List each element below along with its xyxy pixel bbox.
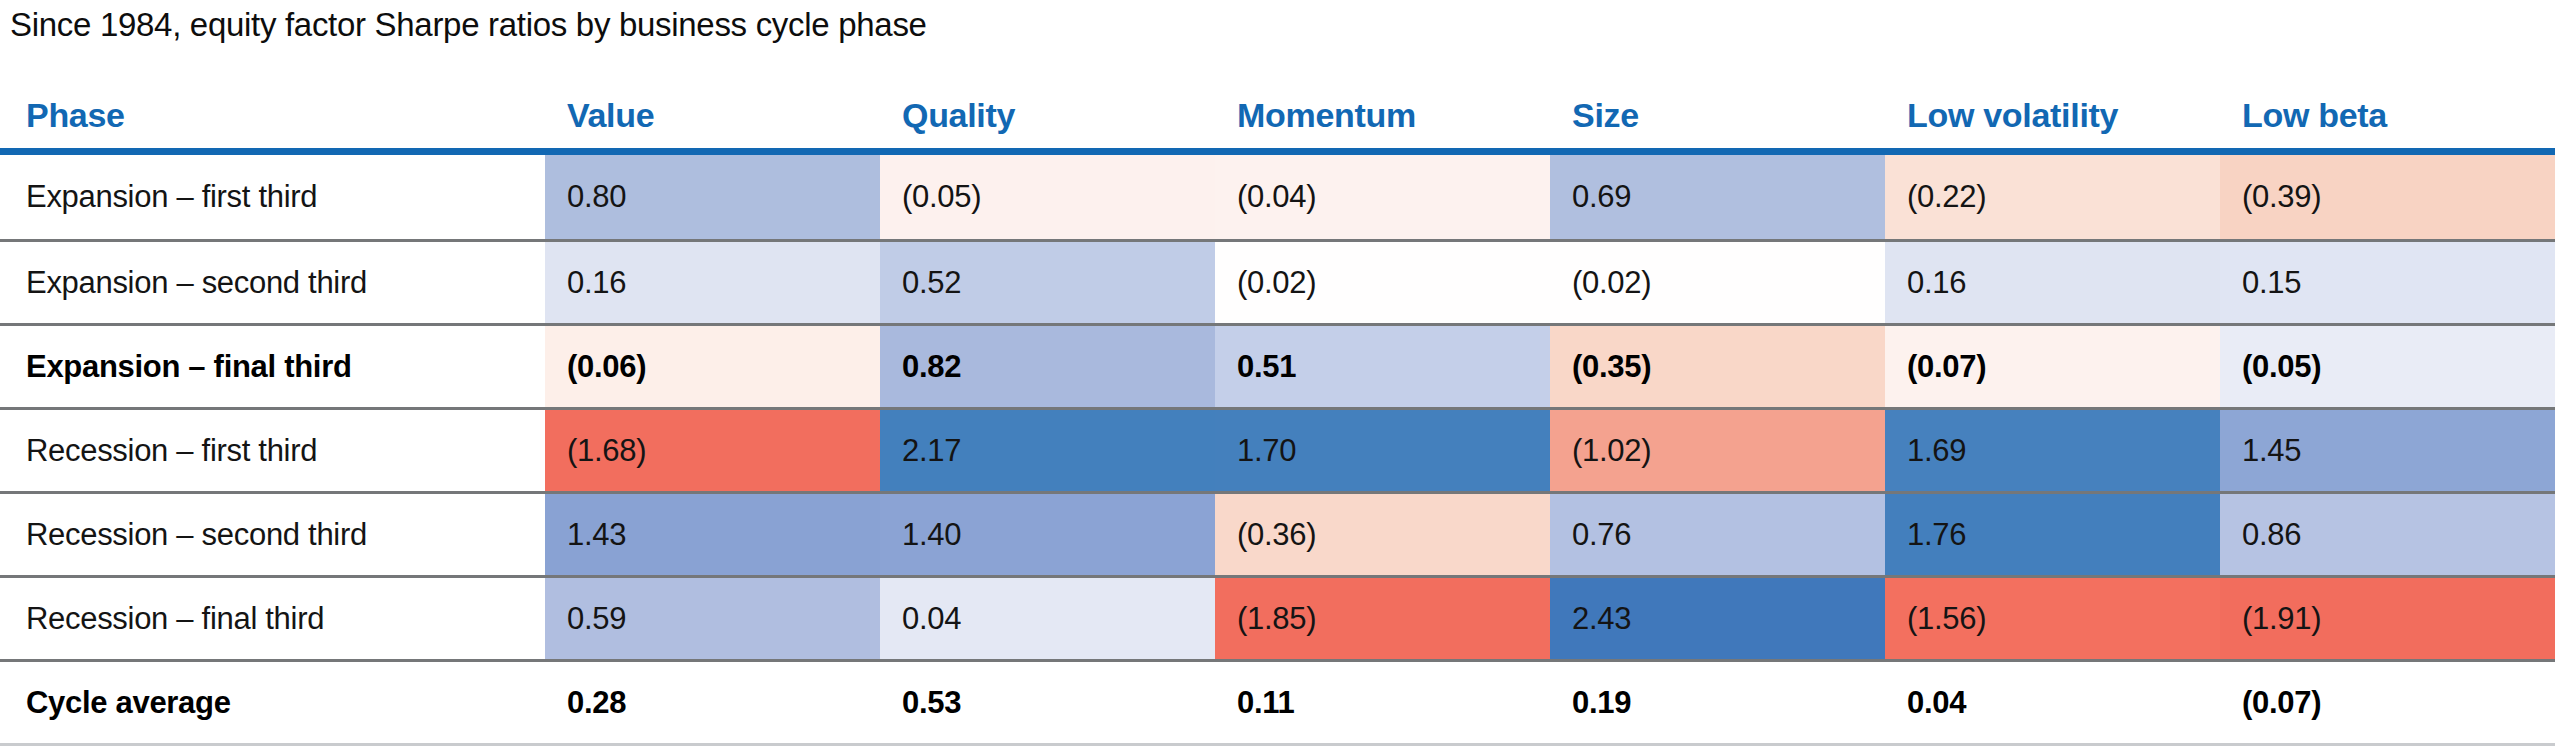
row-label: Cycle average [0, 662, 545, 743]
table-cell: 1.45 [2220, 410, 2555, 491]
column-header-low-beta: Low beta [2220, 51, 2555, 148]
table-cell: (0.22) [1885, 155, 2220, 239]
row-label: Expansion – first third [0, 155, 545, 239]
table-row-expansion-second-third: Expansion – second third 0.16 0.52 (0.02… [0, 239, 2555, 323]
table-header-row: Phase Value Quality Momentum Size Low vo… [0, 51, 2555, 155]
table-cell: 0.69 [1550, 155, 1885, 239]
table-cell: 1.76 [1885, 494, 2220, 575]
table-cell: 0.04 [880, 578, 1215, 659]
table-cell: (1.91) [2220, 578, 2555, 659]
table-cell: (0.07) [2220, 662, 2555, 743]
column-header-phase: Phase [0, 51, 545, 148]
table-row-expansion-final-third: Expansion – final third (0.06) 0.82 0.51… [0, 323, 2555, 407]
table-cell: (1.85) [1215, 578, 1550, 659]
table-cell: 0.28 [545, 662, 880, 743]
row-label: Expansion – final third [0, 326, 545, 407]
table-cell: 1.69 [1885, 410, 2220, 491]
column-header-quality: Quality [880, 51, 1215, 148]
table-cell: (0.36) [1215, 494, 1550, 575]
table-cell: 1.43 [545, 494, 880, 575]
table-cell: 0.16 [1885, 242, 2220, 323]
column-header-size: Size [1550, 51, 1885, 148]
table-cell: 0.86 [2220, 494, 2555, 575]
table-cell: (1.68) [545, 410, 880, 491]
table-cell: (1.56) [1885, 578, 2220, 659]
table-cell: 0.16 [545, 242, 880, 323]
table-cell: 0.15 [2220, 242, 2555, 323]
table-cell: 0.53 [880, 662, 1215, 743]
table-cell: 0.52 [880, 242, 1215, 323]
row-label: Recession – second third [0, 494, 545, 575]
table-cell: (0.04) [1215, 155, 1550, 239]
table-cell: 0.82 [880, 326, 1215, 407]
table-cell: 2.17 [880, 410, 1215, 491]
table-cell: (1.02) [1550, 410, 1885, 491]
figure-canvas: Since 1984, equity factor Sharpe ratios … [0, 0, 2560, 756]
chart-title: Since 1984, equity factor Sharpe ratios … [0, 0, 2560, 51]
table-cell: (0.07) [1885, 326, 2220, 407]
table-cell: (0.05) [880, 155, 1215, 239]
sharpe-ratio-table: Phase Value Quality Momentum Size Low vo… [0, 51, 2555, 746]
column-header-momentum: Momentum [1215, 51, 1550, 148]
column-header-value: Value [545, 51, 880, 148]
table-cell: 0.76 [1550, 494, 1885, 575]
table-row-recession-first-third: Recession – first third (1.68) 2.17 1.70… [0, 407, 2555, 491]
table-row-expansion-first-third: Expansion – first third 0.80 (0.05) (0.0… [0, 155, 2555, 239]
row-label: Recession – first third [0, 410, 545, 491]
table-row-recession-final-third: Recession – final third 0.59 0.04 (1.85)… [0, 575, 2555, 659]
table-cell: 1.70 [1215, 410, 1550, 491]
table-cell: (0.06) [545, 326, 880, 407]
row-label: Expansion – second third [0, 242, 545, 323]
table-cell: (0.39) [2220, 155, 2555, 239]
row-label: Recession – final third [0, 578, 545, 659]
table-cell: 0.04 [1885, 662, 2220, 743]
table-cell: (0.35) [1550, 326, 1885, 407]
table-cell: (0.05) [2220, 326, 2555, 407]
table-cell: 2.43 [1550, 578, 1885, 659]
table-cell: 0.51 [1215, 326, 1550, 407]
column-header-low-volatility: Low volatility [1885, 51, 2220, 148]
table-row-recession-second-third: Recession – second third 1.43 1.40 (0.36… [0, 491, 2555, 575]
table-bottom-rule [0, 743, 2555, 746]
table-cell: (0.02) [1215, 242, 1550, 323]
table-row-cycle-average: Cycle average 0.28 0.53 0.11 0.19 0.04 (… [0, 659, 2555, 743]
table-cell: 0.59 [545, 578, 880, 659]
table-cell: 1.40 [880, 494, 1215, 575]
table-cell: (0.02) [1550, 242, 1885, 323]
table-cell: 0.11 [1215, 662, 1550, 743]
table-cell: 0.80 [545, 155, 880, 239]
table-cell: 0.19 [1550, 662, 1885, 743]
